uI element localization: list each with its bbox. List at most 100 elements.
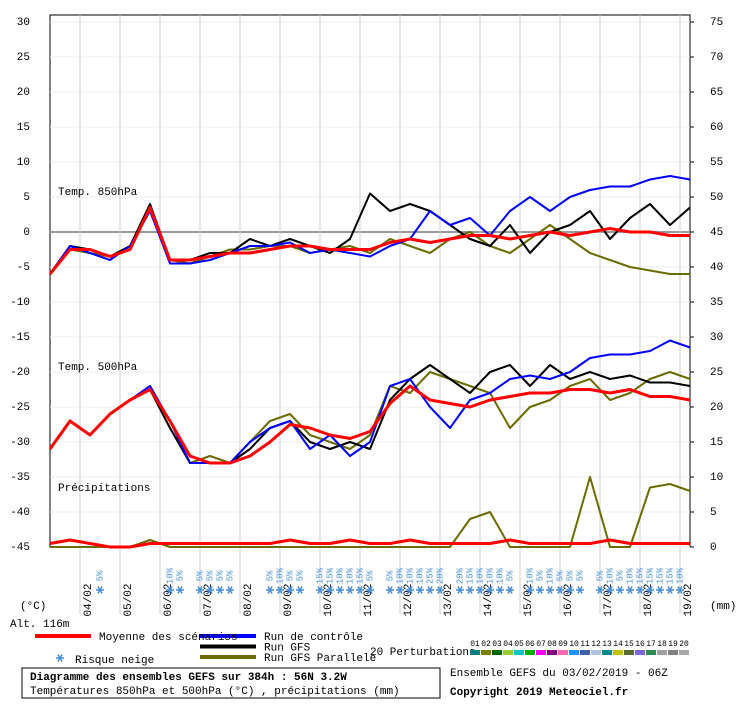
snow-risk-label: 5% <box>175 570 185 581</box>
perturbation-number: 19 <box>668 640 678 649</box>
chart-title: Diagramme des ensembles GEFS sur 384h : … <box>30 672 347 684</box>
perturbation-swatch <box>514 650 524 655</box>
snow-icon <box>336 586 344 594</box>
snow-risk-label: 10% <box>165 567 175 584</box>
y-tick-label: 10 <box>17 157 30 169</box>
snow-risk-label: 5% <box>385 570 395 581</box>
snow-icon-stroke <box>457 586 463 594</box>
snow-icon <box>556 586 564 594</box>
y-tick-label: -5 <box>17 262 30 274</box>
snow-icon-stroke <box>207 586 213 594</box>
snow-risk-label: 10% <box>495 567 505 584</box>
copyright: Copyright 2019 Meteociel.fr <box>450 687 628 699</box>
perturbation-number: 17 <box>646 640 656 649</box>
snow-icon-stroke <box>217 586 223 594</box>
snow-risk-label: 5% <box>265 570 275 581</box>
y2-unit: (mm) <box>710 601 736 613</box>
x-tick-label: 13/02 <box>443 583 455 616</box>
snow-icon-stroke <box>317 586 323 594</box>
snow-icon-stroke <box>297 586 303 594</box>
snow-icon-stroke <box>177 586 183 594</box>
snow-icon-stroke <box>627 586 633 594</box>
snow-icon <box>596 586 604 594</box>
snow-risk-label: 5% <box>575 570 585 581</box>
snow-icon-stroke <box>647 586 653 594</box>
snow-icon-stroke <box>327 586 333 594</box>
y-unit: (°C) <box>20 601 46 613</box>
perturbation-swatch <box>591 650 601 655</box>
snow-icon-stroke <box>427 586 433 594</box>
perturbation-number: 08 <box>547 640 557 649</box>
perturbation-swatch <box>470 650 480 655</box>
snow-icon-stroke <box>227 586 233 594</box>
y2-tick-label: 0 <box>710 542 717 554</box>
snow-icon <box>616 586 624 594</box>
snow-icon-stroke <box>387 586 393 594</box>
lines: 5% 10% 5% 5% 5% 5% 5% 5% 10% 5% 5% 15% 15% 10% 10% 15% 5… <box>48 175 691 662</box>
snow-icon <box>666 586 674 594</box>
perturbation-swatch <box>613 650 623 655</box>
perturbation-swatch <box>536 650 546 655</box>
snow-icon <box>636 586 644 594</box>
snow-icon <box>346 586 354 594</box>
perturbation-number: 07 <box>536 640 546 649</box>
y-tick-label: 25 <box>17 52 30 64</box>
series-line <box>48 384 691 465</box>
perturbation-number: 04 <box>503 640 513 649</box>
snow-risk-label: 5% <box>565 570 575 581</box>
snow-icon-stroke <box>577 586 583 594</box>
snow-risk-label: 10% <box>345 567 355 584</box>
snow-risk-label: 5% <box>215 570 225 581</box>
snow-icon-stroke <box>557 586 563 594</box>
snow-risk-label: 10% <box>525 567 535 584</box>
snow-risk-label: 10% <box>405 567 415 584</box>
snow-risk-label: 10% <box>475 567 485 584</box>
y2-tick-label: 55 <box>710 157 723 169</box>
snow-risk-label: 20% <box>455 567 465 584</box>
perturbation-number: 16 <box>635 640 645 649</box>
snow-icon-stroke <box>287 586 293 594</box>
snow-risk-label: 10% <box>485 567 495 584</box>
perturbation-number: 14 <box>613 640 623 649</box>
perturbation-swatch <box>525 650 535 655</box>
y2-tick-label: 50 <box>710 192 723 204</box>
snow-icon-stroke <box>347 586 353 594</box>
snow-icon-stroke <box>467 586 473 594</box>
snow-icon-stroke <box>507 586 513 594</box>
annotation: Temp. 850hPa <box>58 187 138 199</box>
y-tick-label: -30 <box>10 437 30 449</box>
snow-icon-stroke <box>677 586 683 594</box>
snow-icon <box>536 586 544 594</box>
snow-icon-stroke <box>567 586 573 594</box>
snow-icon-stroke <box>397 586 403 594</box>
snow-risk-label: 10% <box>605 567 615 584</box>
y-tick-label: -20 <box>10 367 30 379</box>
perturbation-swatch <box>481 650 491 655</box>
y-tick-label: -40 <box>10 507 30 519</box>
snow-icon <box>566 586 574 594</box>
snow-icon-stroke <box>597 586 603 594</box>
snow-icon-stroke <box>367 586 373 594</box>
snow-icon-stroke <box>617 586 623 594</box>
snow-risk-label: 10% <box>335 567 345 584</box>
snow-icon <box>296 586 304 594</box>
snow-icon <box>196 586 204 594</box>
perturbation-number: 09 <box>558 640 568 649</box>
snow-icon <box>546 586 554 594</box>
snow-icon <box>366 586 374 594</box>
y2-tick-label: 75 <box>710 17 723 29</box>
series-line <box>48 206 690 275</box>
snow-risk-label: 5% <box>615 570 625 581</box>
series-line <box>49 538 690 549</box>
perturbation-swatch <box>580 650 590 655</box>
y-tick-label: 30 <box>17 17 30 29</box>
snow-icon-stroke <box>407 586 413 594</box>
perturbation-number: 13 <box>602 640 612 649</box>
plot-frame <box>49 14 691 548</box>
snow-icon-stroke <box>657 586 663 594</box>
snow-risk-label: 15% <box>315 567 325 584</box>
run-info: Ensemble GEFS du 03/02/2019 - 06Z <box>450 668 668 680</box>
snow-icon <box>656 586 664 594</box>
perturbation-swatch <box>646 650 656 655</box>
